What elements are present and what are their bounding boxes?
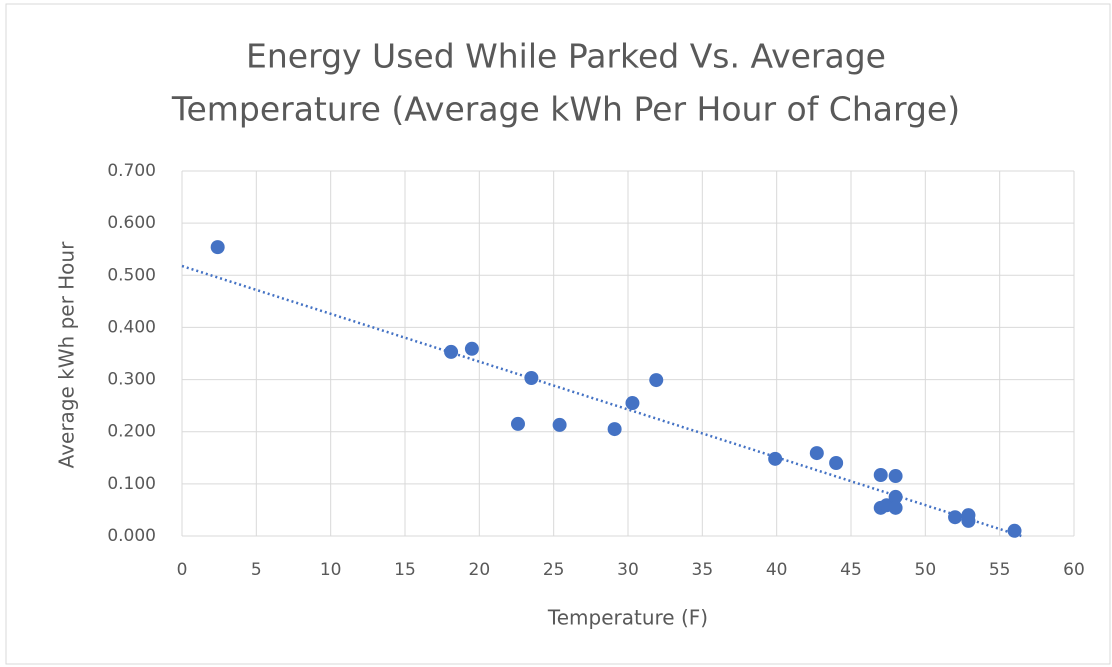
y-tick-label: 0.400 xyxy=(107,317,156,337)
chart-title: Temperature (Average kWh Per Hour of Cha… xyxy=(171,90,960,129)
data-point xyxy=(888,469,903,484)
data-point xyxy=(552,417,567,432)
data-point xyxy=(625,396,640,411)
data-point xyxy=(888,489,903,504)
data-point xyxy=(829,456,844,470)
data-point xyxy=(464,341,479,356)
y-tick-label: 0.200 xyxy=(107,422,156,442)
x-axis-title: Temperature (F) xyxy=(547,606,708,630)
y-tick-label: 0.300 xyxy=(107,370,156,390)
chart-title: Energy Used While Parked Vs. Average xyxy=(246,37,886,76)
x-tick-label: 30 xyxy=(617,560,639,580)
y-tick-label: 0.000 xyxy=(107,526,156,546)
x-tick-label: 10 xyxy=(320,560,342,580)
y-tick-label: 0.700 xyxy=(107,161,156,181)
data-point xyxy=(873,467,888,482)
data-point xyxy=(1007,523,1022,538)
data-point xyxy=(961,513,976,528)
data-point xyxy=(210,240,225,255)
chart-frame xyxy=(5,3,1111,665)
y-tick-label: 0.100 xyxy=(107,474,156,494)
data-point xyxy=(649,373,664,388)
trendline xyxy=(181,264,1022,538)
x-tick-label: 5 xyxy=(251,560,262,580)
data-point xyxy=(524,371,539,386)
x-tick-label: 55 xyxy=(989,560,1011,580)
x-tick-label: 45 xyxy=(840,560,862,580)
x-tick-label: 40 xyxy=(766,560,788,580)
x-tick-label: 35 xyxy=(692,560,714,580)
data-point xyxy=(607,422,622,437)
y-tick-label: 0.600 xyxy=(107,213,156,233)
x-tick-label: 20 xyxy=(469,560,491,580)
x-tick-label: 50 xyxy=(915,560,937,580)
data-point xyxy=(948,510,963,525)
data-point xyxy=(444,344,459,359)
x-tick-label: 25 xyxy=(543,560,565,580)
data-point xyxy=(510,416,525,431)
x-tick-label: 60 xyxy=(1063,560,1085,580)
data-point xyxy=(809,446,824,461)
y-axis-title: Average kWh per Hour xyxy=(55,241,79,468)
x-tick-label: 15 xyxy=(394,560,416,580)
data-point xyxy=(888,500,903,515)
x-tick-label: 0 xyxy=(177,560,188,580)
data-point xyxy=(768,451,783,466)
y-tick-label: 0.500 xyxy=(107,265,156,285)
